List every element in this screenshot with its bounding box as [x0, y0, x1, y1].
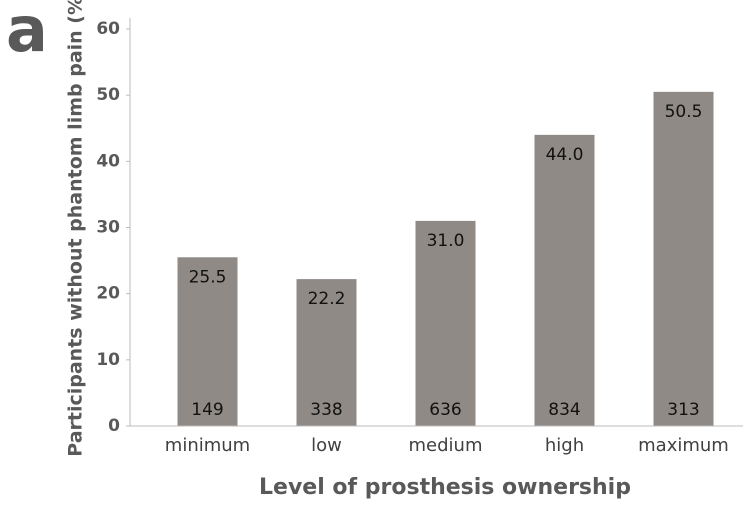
n-label: 149: [191, 400, 223, 420]
n-label: 338: [310, 400, 342, 420]
value-label: 22.2: [308, 289, 346, 309]
panel-label: a: [6, 0, 48, 66]
value-label: 50.5: [665, 102, 703, 122]
x-tick-label: minimum: [165, 435, 250, 456]
n-label: 313: [667, 400, 699, 420]
y-tick-label: 10: [96, 350, 120, 370]
value-label: 25.5: [189, 267, 227, 287]
bar: [296, 279, 357, 426]
y-tick-label: 50: [96, 85, 120, 105]
n-label: 636: [429, 400, 461, 420]
x-tick-label: high: [545, 435, 584, 456]
y-tick-label: 20: [96, 284, 120, 304]
bar: [653, 91, 714, 426]
x-tick-label: maximum: [638, 435, 729, 456]
x-axis-title: Level of prosthesis ownership: [259, 475, 631, 500]
bar: [415, 220, 476, 426]
y-tick-label: 30: [96, 218, 120, 238]
y-tick-label: 60: [96, 19, 120, 39]
bar: [534, 134, 595, 426]
y-tick-label: 40: [96, 151, 120, 171]
x-tick-label: low: [311, 435, 342, 456]
n-label: 834: [548, 400, 580, 420]
y-tick-label: 0: [108, 416, 120, 436]
y-axis-title: Participants without phantom limb pain (…: [65, 0, 87, 457]
value-label: 44.0: [546, 145, 584, 165]
x-tick-label: medium: [409, 435, 483, 456]
bar: [177, 257, 238, 426]
value-label: 31.0: [427, 231, 465, 251]
